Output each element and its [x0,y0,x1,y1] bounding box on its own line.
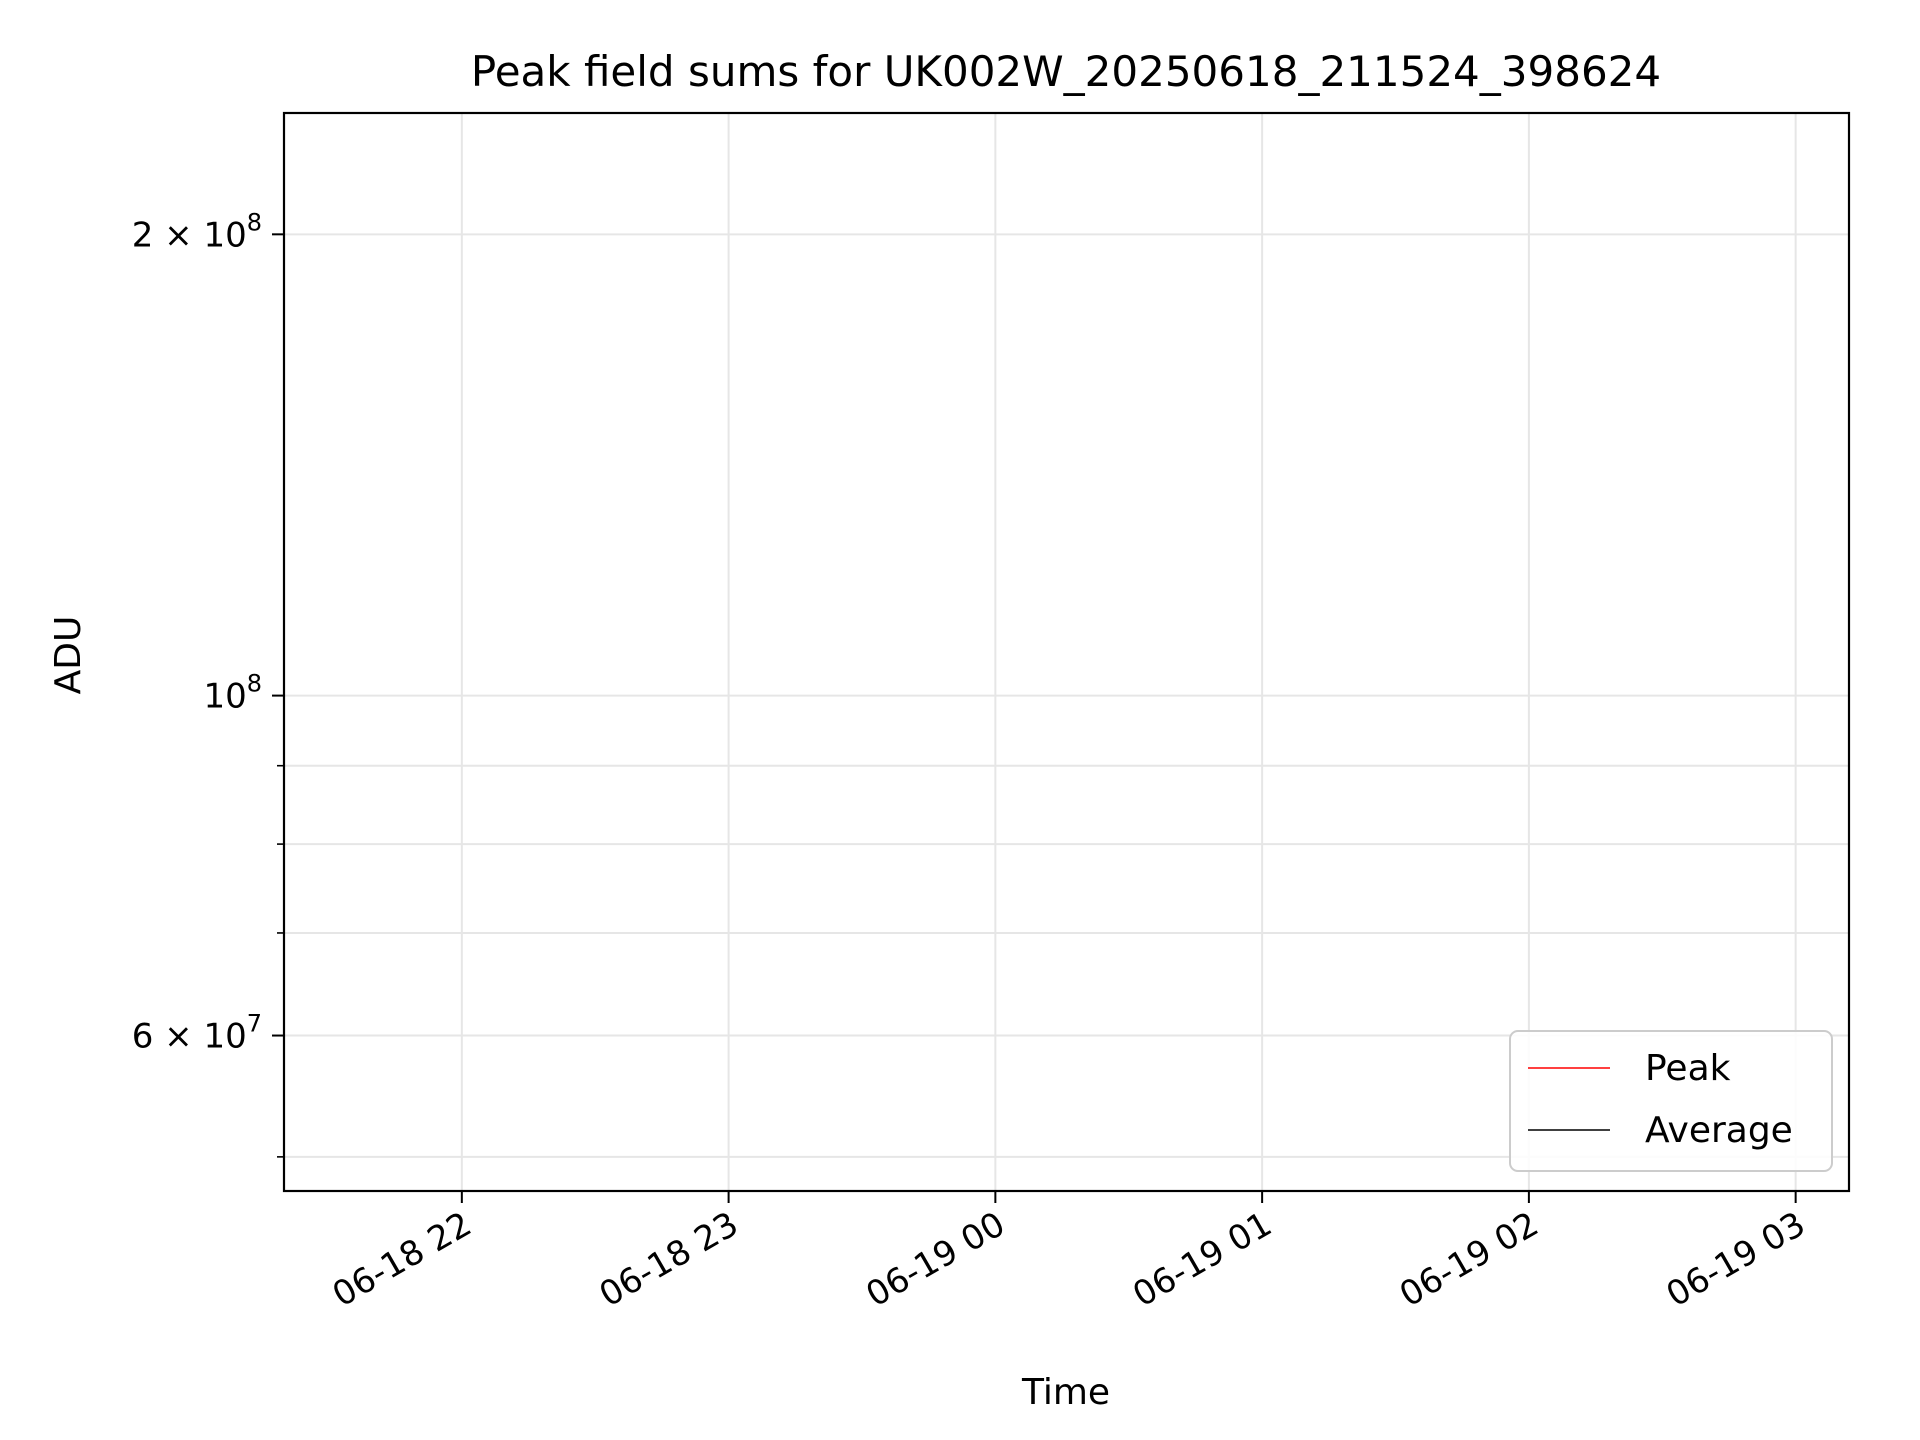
legend-box [1509,1030,1833,1172]
y-tick-label: 6 × 107 [132,1010,262,1057]
y-tick-label: 2 × 108 [132,208,262,255]
chart-title: Peak field sums for UK002W_20250618_2115… [471,47,1661,96]
legend-label-average: Average [1645,1110,1793,1151]
legend-label-peak: Peak [1645,1048,1731,1089]
plot-frame [282,111,1851,1193]
x-axis-title: Time [1021,1372,1110,1413]
legend: Peak Average [1509,1030,1833,1172]
y-axis-title: ADU [48,616,89,695]
y-tick-label: 108 [203,670,262,717]
